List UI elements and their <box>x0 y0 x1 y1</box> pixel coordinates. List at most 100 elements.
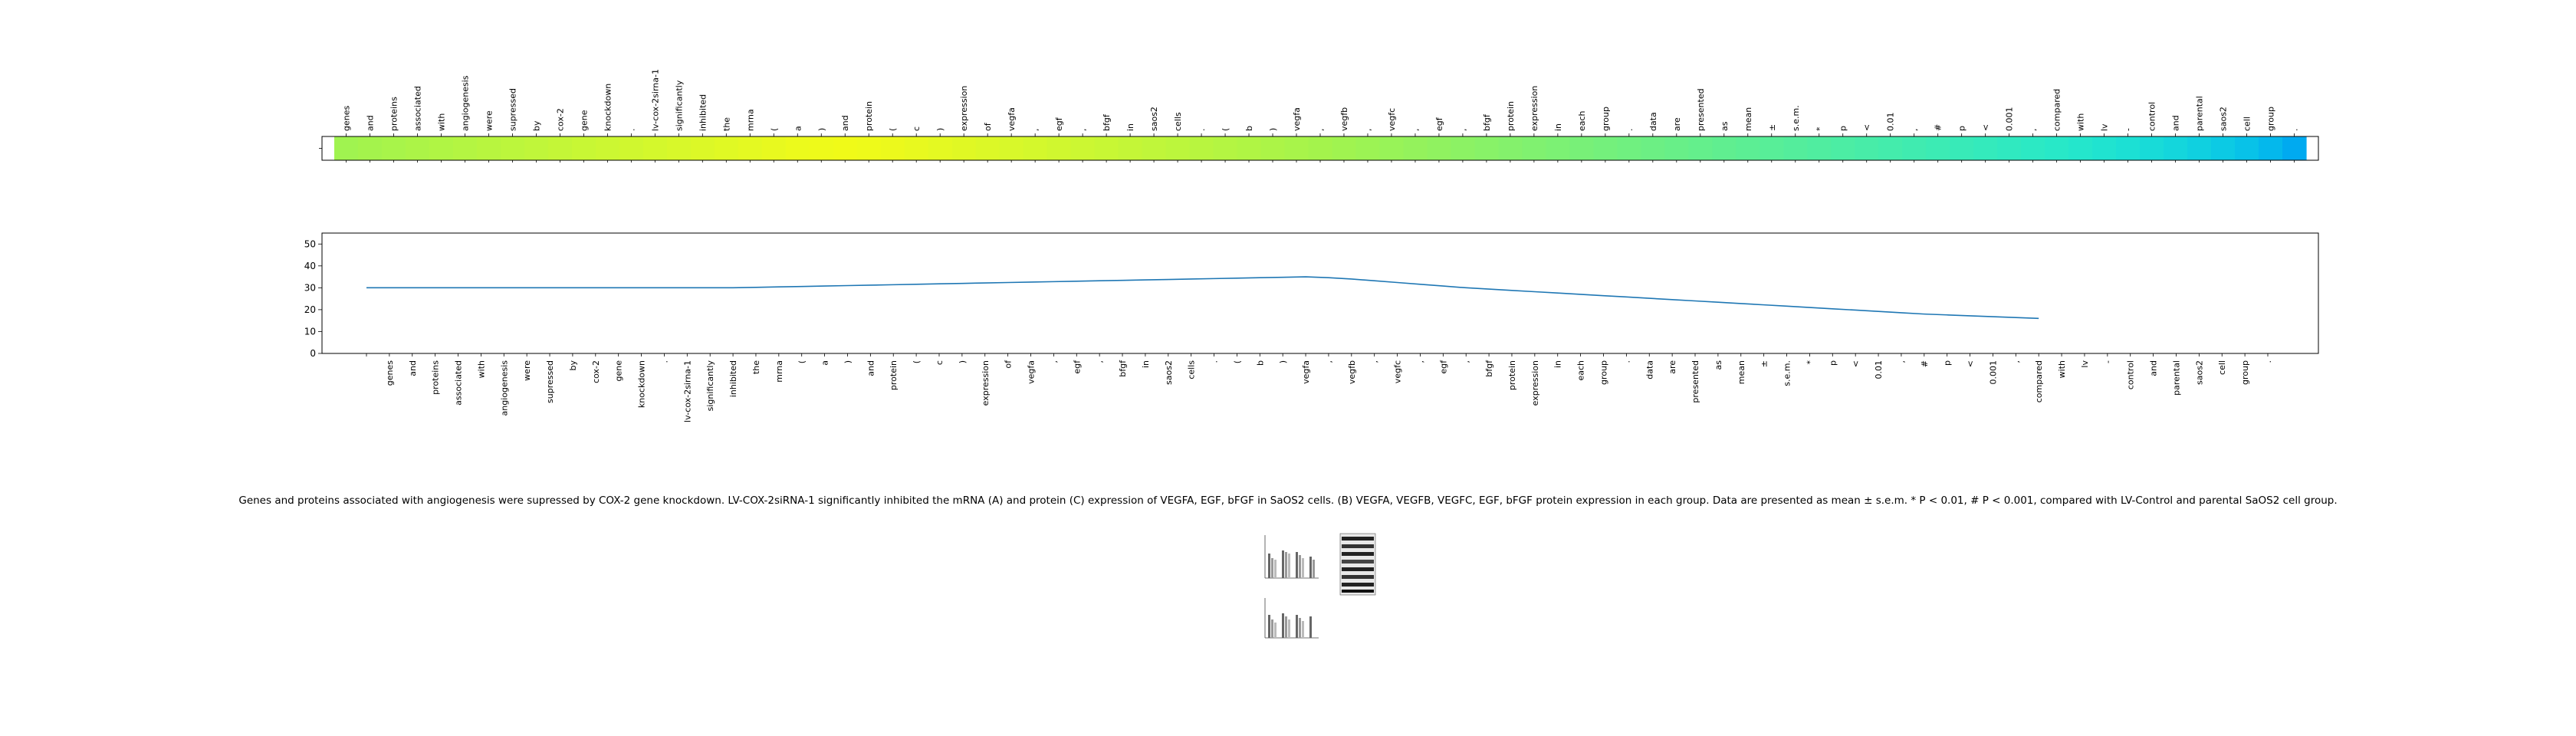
heatmap-cell <box>666 136 692 160</box>
heatmap-token-label: group <box>1601 107 1611 131</box>
heatmap-token-label: cell <box>2242 117 2252 131</box>
heatmap-cell <box>1973 136 1998 160</box>
x-tick-label: were <box>522 360 532 381</box>
heatmap-token-label: s.e.m. <box>1791 105 1801 131</box>
x-tick-label: , <box>1324 360 1334 363</box>
x-tick-label: group <box>2240 360 2250 385</box>
heatmap-token-label: , <box>2029 129 2039 132</box>
x-tick-label: lv-cox-2sirna-1 <box>682 360 692 422</box>
heatmap-cell <box>1522 136 1546 160</box>
heatmap-cell <box>999 136 1024 160</box>
x-tick-label: . <box>659 360 669 363</box>
heatmap-token-label: and <box>365 115 375 131</box>
heatmap-cell <box>1569 136 1594 160</box>
heatmap-token-label: cells <box>1173 112 1183 131</box>
heatmap-token-label: supressed <box>508 88 518 131</box>
thumbnail-panel-b-blots <box>1339 533 1376 596</box>
heatmap-cell <box>1118 136 1143 160</box>
x-tick-label: with <box>476 360 486 378</box>
x-tick-label: knockdown <box>637 360 647 408</box>
x-tick-label: p <box>1828 360 1838 366</box>
heatmap-cell <box>2164 136 2188 160</box>
heatmap-cell <box>1165 136 1191 160</box>
heatmap-token-label: knockdown <box>603 84 613 131</box>
y-tick-label: 10 <box>304 326 316 337</box>
heatmap-cell <box>500 136 525 160</box>
heatmap-cell <box>1046 136 1072 160</box>
x-tick-label: , <box>1897 360 1907 363</box>
heatmap-token-label: with <box>2076 113 2086 131</box>
heatmap-token-label: expression <box>1530 86 1539 131</box>
heatmap-cell <box>1736 136 1760 160</box>
heatmap-token-labels: genes and proteins associated with angiogenes… <box>341 69 2300 163</box>
x-tick-label: . <box>1622 360 1631 363</box>
heatmap-token-label: . <box>2290 129 2300 132</box>
heatmap-token-label: # <box>1934 124 1944 131</box>
y-tick-label: 50 <box>304 238 316 249</box>
heatmap-token-label: each <box>1577 110 1587 131</box>
heatmap-token-label: , <box>1910 129 1920 132</box>
heatmap-token-label: control <box>2147 102 2157 131</box>
heatmap-cell <box>1546 136 1570 160</box>
y-tick-label: 30 <box>304 282 316 293</box>
heatmap-cell <box>524 136 549 160</box>
heatmap-cell <box>738 136 763 160</box>
x-tick-label: < <box>1851 360 1861 367</box>
heatmap-cell <box>1451 136 1476 160</box>
heatmap-cell <box>1070 136 1096 160</box>
heatmap-token-label: bfgf <box>1102 113 1112 131</box>
heatmap-token-label: associated <box>412 86 422 131</box>
heatmap-token-label: 0.01 <box>1886 113 1896 132</box>
heatmap-token-label: genes <box>341 106 351 131</box>
x-tick-label: parental <box>2171 360 2181 396</box>
x-tick-label: and <box>2149 360 2159 376</box>
series-line <box>366 276 2039 320</box>
heatmap-cell <box>785 136 810 160</box>
heatmap-token-label: . <box>626 129 636 132</box>
heatmap-cell <box>975 136 1001 160</box>
x-tick-label: , <box>1370 360 1380 363</box>
heatmap-cell <box>642 136 668 160</box>
heatmap-token-label: expression <box>959 86 969 131</box>
heatmap-cell <box>476 136 501 160</box>
heatmap-cell <box>334 136 359 160</box>
heatmap-cell <box>714 136 739 160</box>
x-tick-label: significantly <box>705 360 715 412</box>
x-tick-label: . <box>2263 360 2273 363</box>
y-tick-label: 40 <box>304 261 316 271</box>
x-tick-label: , <box>1461 360 1471 363</box>
heatmap-cell <box>690 136 715 160</box>
x-tick-label: control <box>2126 360 2136 389</box>
heatmap-token-label: of <box>983 122 993 131</box>
heatmap-token-label: , <box>1030 129 1040 132</box>
x-tick-label: ( <box>797 360 807 363</box>
heatmap-token-label: inhibited <box>698 94 708 131</box>
heatmap-token-label: vegfa <box>1007 107 1017 131</box>
heatmap-token-label: , <box>1411 129 1421 132</box>
thumbnail-panel-a <box>1264 535 1319 579</box>
heatmap-token-label: protein <box>864 101 874 131</box>
heatmap-cell <box>951 136 977 160</box>
x-tick-label: cell <box>2217 360 2227 375</box>
heatmap-cell <box>1498 136 1523 160</box>
heatmap-token-label: p <box>1957 126 1967 131</box>
x-tick-label: ( <box>1232 360 1242 363</box>
x-tick-label: the <box>751 360 761 374</box>
x-tick-label: ( <box>912 360 922 363</box>
heatmap-token-label: ) <box>1268 128 1278 131</box>
x-tick-label: lv <box>2080 360 2090 368</box>
x-tick-label: cells <box>1187 360 1197 380</box>
x-tick-label: mrna <box>774 360 784 383</box>
heatmap-cell <box>1213 136 1238 160</box>
heatmap-token-label: < <box>1862 124 1872 131</box>
heatmap-cell <box>1284 136 1309 160</box>
heatmap-token-label: proteins <box>389 97 399 131</box>
heatmap-cell <box>1308 136 1333 160</box>
heatmap-cell <box>1641 136 1665 160</box>
heatmap-token-label: ) <box>935 128 945 131</box>
heatmap-cell <box>1094 136 1119 160</box>
heatmap-token-label: . <box>1197 129 1207 132</box>
heatmap-cell <box>1403 136 1428 160</box>
heatmap-token-label: saos2 <box>2219 107 2229 131</box>
x-tick-label: 0.001 <box>1988 360 1998 385</box>
